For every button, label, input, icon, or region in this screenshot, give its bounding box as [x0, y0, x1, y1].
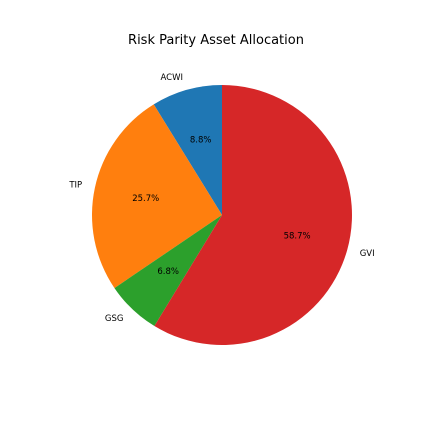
slice-label-tip: TIP	[68, 181, 82, 191]
pie-slice-gsg	[114, 215, 222, 327]
slice-label-acwi: ACWI	[160, 73, 183, 83]
slice-percent-gvi: 58.7%	[284, 232, 311, 242]
slice-percent-tip: 25.7%	[132, 194, 159, 204]
slice-label-gsg: GSG	[105, 314, 124, 324]
pie-slice-gvi	[154, 85, 352, 345]
slice-percent-gsg: 6.8%	[157, 267, 179, 277]
chart-title: Risk Parity Asset Allocation	[128, 33, 304, 48]
pie-slice-acwi	[153, 85, 222, 215]
pie-slice-tip	[92, 104, 222, 289]
slice-label-gvi: GVI	[360, 249, 375, 259]
slice-percent-acwi: 8.8%	[190, 136, 212, 146]
